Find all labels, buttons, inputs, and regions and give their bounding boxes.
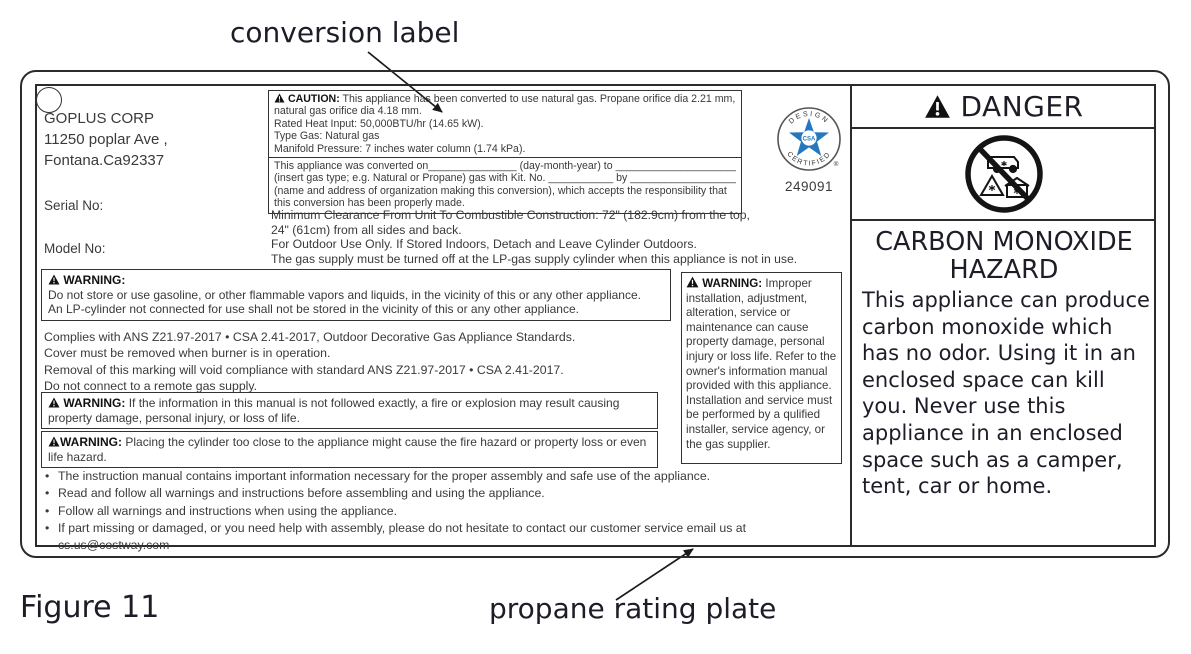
carbon-monoxide-title: CARBON MONOXIDE HAZARD bbox=[875, 227, 1133, 285]
compliance-line: Removal of this marking will void compli… bbox=[44, 362, 564, 377]
serial-no-label: Serial No: bbox=[44, 198, 104, 213]
danger-panel: DANGER bbox=[850, 86, 1156, 545]
warning-heading: WARNING: bbox=[63, 273, 126, 287]
warning-triangle-icon bbox=[48, 274, 60, 285]
registered-mark: ® bbox=[834, 160, 839, 168]
caution-intro: CAUTION: This appliance has been convert… bbox=[274, 93, 736, 118]
carbon-monoxide-body: This appliance can produce carbon monoxi… bbox=[862, 288, 1150, 499]
bullet-item: • The instruction manual contains importa… bbox=[45, 469, 711, 483]
conversion-line3: (name and address of organization making… bbox=[274, 184, 727, 210]
warning-box-cylinder: WARNING: Placing the cylinder too close … bbox=[41, 431, 658, 469]
caution-heading: CAUTION: bbox=[287, 93, 340, 105]
danger-header: DANGER bbox=[852, 86, 1156, 129]
warning-heading: WARNING: bbox=[63, 396, 126, 410]
clearance-line: The gas supply must be turned off at the… bbox=[271, 252, 798, 267]
certification-number: 249091 bbox=[784, 179, 834, 194]
company-address-line2: Fontana.Ca92337 bbox=[44, 152, 165, 169]
warning-box-installation: WARNING: Improper installation, adjustme… bbox=[681, 272, 842, 464]
propane-rating-plate: GOPLUS CORP 11250 poplar Ave , Fontana.C… bbox=[35, 84, 1156, 552]
warning-line: An LP-cylinder not connected for use sha… bbox=[48, 302, 579, 317]
annotation-conversion-label: conversion label bbox=[230, 16, 460, 49]
warning-box-flammable: WARNING: Do not store or use gasoline, o… bbox=[41, 269, 671, 321]
label-outer-border: GOPLUS CORP 11250 poplar Ave , Fontana.C… bbox=[20, 70, 1170, 558]
warning-heading: WARNING: bbox=[702, 277, 763, 290]
company-address-line1: 11250 poplar Ave , bbox=[44, 131, 168, 148]
csa-certification-badge: DESIGN CERTIFIED CSA ® 249091 bbox=[776, 106, 842, 194]
clearance-line: 24" (61cm) from all sides and back. bbox=[271, 222, 462, 237]
company-name: GOPLUS CORP bbox=[44, 110, 155, 127]
compliance-block: Complies with ANS Z21.97-2017 • CSA 2.41… bbox=[44, 329, 575, 394]
caution-box: CAUTION: This appliance has been convert… bbox=[268, 90, 742, 214]
conversion-line2: (insert gas type; e.g. Natural or Propan… bbox=[274, 172, 736, 185]
company-block: GOPLUS CORP 11250 poplar Ave , Fontana.C… bbox=[44, 108, 168, 171]
csa-monogram: CSA bbox=[803, 136, 816, 142]
bullet-item: • If part missing or damaged, or you need… bbox=[45, 520, 747, 553]
caution-type-gas: Type Gas: Natural gas bbox=[274, 130, 380, 143]
warning-triangle-icon bbox=[48, 397, 60, 408]
warning-heading: WARNING: bbox=[60, 435, 122, 449]
caution-divider bbox=[269, 157, 741, 159]
compliance-line: Complies with ANS Z21.97-2017 • CSA 2.41… bbox=[44, 330, 576, 344]
design-certified-seal-icon: DESIGN CERTIFIED CSA ® bbox=[777, 107, 841, 171]
compliance-line: Cover must be removed when burner is in … bbox=[44, 346, 331, 361]
clearance-block: Minimum Clearance From Unit To Combustib… bbox=[271, 208, 849, 267]
caution-manifold: Manifold Pressure: 7 inches water column… bbox=[274, 142, 526, 155]
csa-monogram-circle bbox=[801, 130, 817, 146]
instruction-bullets: • The instruction manual contains importa… bbox=[45, 468, 757, 554]
danger-icon-row bbox=[852, 129, 1156, 221]
conversion-line1: This appliance was converted on_________… bbox=[274, 160, 736, 173]
compliance-line: Do not connect to a remote gas supply. bbox=[44, 378, 258, 393]
warning-triangle-icon bbox=[274, 93, 285, 103]
warning-box-manual: WARNING: If the information in this manu… bbox=[41, 392, 658, 430]
bullet-item: • Follow all warnings and instructions wh… bbox=[45, 503, 398, 518]
danger-triangle-icon bbox=[925, 95, 951, 118]
clearance-line: For Outdoor Use Only. If Stored Indoors,… bbox=[271, 237, 697, 252]
bullet-item: • Read and follow all warnings and instru… bbox=[45, 486, 545, 501]
warning-triangle-icon bbox=[686, 276, 699, 288]
caution-heat-input: Rated Heat Input: 50,000BTU/hr (14.65 kW… bbox=[274, 117, 484, 130]
warning-line: Do not store or use gasoline, or other f… bbox=[48, 287, 641, 302]
punch-hole bbox=[36, 87, 62, 113]
danger-label: DANGER bbox=[960, 90, 1084, 123]
clearance-line: Minimum Clearance From Unit To Combustib… bbox=[271, 208, 750, 222]
model-no-label: Model No: bbox=[44, 241, 106, 256]
annotation-propane-rating-plate: propane rating plate bbox=[489, 592, 777, 625]
warning-triangle-icon bbox=[48, 436, 60, 447]
no-enclosed-space-icon bbox=[965, 135, 1043, 213]
figure-caption: Figure 11 bbox=[20, 590, 160, 625]
